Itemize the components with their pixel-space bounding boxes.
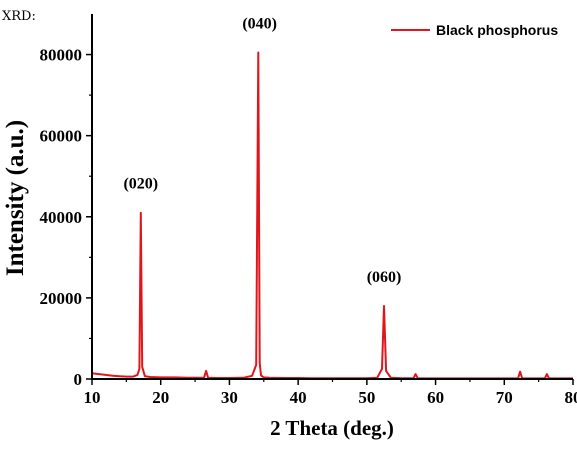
y-tick-label: 0 bbox=[74, 370, 83, 389]
y-tick-label: 60000 bbox=[40, 127, 83, 146]
peak-label: (060) bbox=[367, 269, 402, 286]
x-tick-label: 30 bbox=[221, 388, 238, 407]
x-tick-label: 40 bbox=[290, 388, 307, 407]
series-line-black-phosphorus bbox=[91, 51, 573, 380]
plot-area: 10 20 30 40 50 60 70 80 0 20000 40000 60000 80000 (02… bbox=[40, 14, 577, 407]
legend-box bbox=[384, 19, 574, 41]
x-tick-label: 10 bbox=[84, 388, 101, 407]
x-axis-title: 2 Theta (deg.) bbox=[270, 416, 394, 440]
legend-entry-label: Black phosphorus bbox=[436, 22, 558, 38]
y-tick-label: 40000 bbox=[40, 208, 83, 227]
x-tick-label: 20 bbox=[152, 388, 169, 407]
peak-label: (040) bbox=[242, 16, 277, 33]
y-tick-label: 20000 bbox=[40, 289, 83, 308]
y-axis-title: Intensity (a.u.) bbox=[2, 120, 29, 276]
x-tick-label: 50 bbox=[358, 388, 375, 407]
page-label: XRD: bbox=[2, 9, 36, 24]
x-tick-label: 80 bbox=[565, 388, 577, 407]
x-tick-label: 60 bbox=[427, 388, 444, 407]
y-tick-label: 80000 bbox=[40, 46, 83, 65]
x-tick-label: 70 bbox=[496, 388, 513, 407]
peak-label: (020) bbox=[123, 176, 158, 193]
